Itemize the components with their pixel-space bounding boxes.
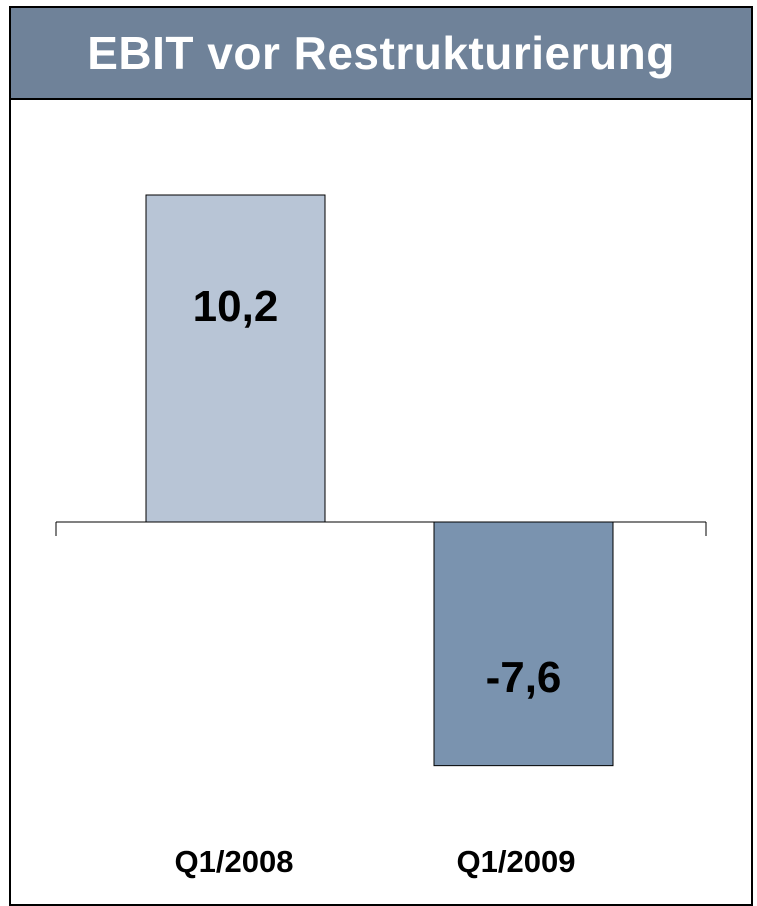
data-label: -7,6 xyxy=(486,653,562,702)
category-label: Q1/2008 xyxy=(175,844,294,879)
bar-q1-2009 xyxy=(433,521,614,767)
title-bar: EBIT vor Restrukturierung xyxy=(11,8,751,100)
data-label: 10,2 xyxy=(193,282,279,331)
chart-frame: EBIT vor Restrukturierung xyxy=(9,6,753,906)
bar-q1-2008 xyxy=(145,194,326,523)
chart-title: EBIT vor Restrukturierung xyxy=(87,27,675,79)
category-label: Q1/2009 xyxy=(457,844,576,879)
